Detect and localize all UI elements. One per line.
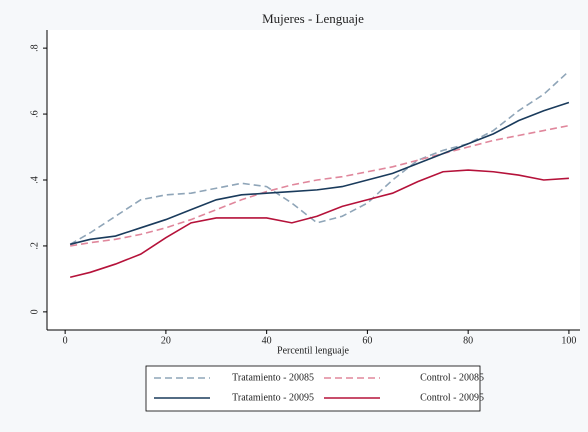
y-tick-label: .2: [29, 242, 40, 250]
series-line: [69, 169, 569, 279]
legend-label: Tratamiento - 20095: [232, 392, 314, 403]
y-tick-label: .8: [29, 44, 40, 52]
plot-area: [47, 30, 580, 330]
legend-label: Tratamiento - 20085: [232, 372, 314, 383]
series-line: [69, 70, 570, 245]
y-tick-label: 0: [29, 309, 40, 314]
series-line: [69, 101, 570, 246]
legend-label: Control - 20085: [420, 372, 484, 383]
x-tick-label: 0: [63, 335, 68, 346]
y-tick-label: .4: [29, 176, 40, 184]
x-tick-label: 40: [262, 335, 272, 346]
x-tick-label: 20: [161, 335, 171, 346]
legend-label: Control - 20095: [420, 392, 484, 403]
x-tick-label: 60: [362, 335, 372, 346]
x-tick-label: 80: [463, 335, 473, 346]
legend: [145, 365, 481, 412]
y-tick-label: .6: [29, 110, 40, 118]
series-line: [70, 124, 570, 247]
x-axis-label: Percentil lenguaje: [277, 345, 349, 356]
chart-title: Mujeres - Lenguaje: [262, 11, 364, 26]
x-tick-label: 100: [561, 335, 576, 346]
